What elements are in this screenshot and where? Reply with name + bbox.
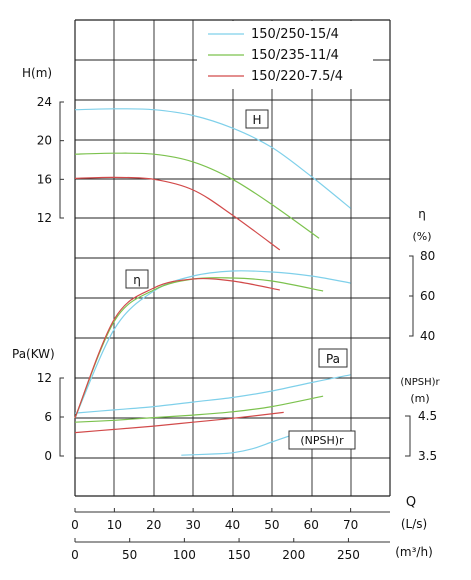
npsh-axis-unit: (m) bbox=[410, 392, 429, 405]
head-axis-bracket bbox=[59, 101, 64, 219]
grid-lines bbox=[74, 19, 391, 497]
power-tick-label: 6 bbox=[44, 410, 52, 424]
tag-efficiency-text: η bbox=[133, 273, 141, 287]
series-1-efficiency-curve bbox=[74, 270, 351, 419]
series-2-head-curve bbox=[74, 152, 320, 239]
flow-tick-label: 20 bbox=[146, 518, 161, 532]
flow-tick-label: 0 bbox=[71, 518, 79, 532]
power-tick-label: 0 bbox=[44, 449, 52, 463]
tag-efficiency: η bbox=[125, 269, 149, 289]
flow-m3h-tick-label: 50 bbox=[122, 548, 137, 562]
flow-m3h-axis-unit: (m³/h) bbox=[395, 545, 433, 559]
flow-tick-label: 10 bbox=[107, 518, 122, 532]
flow-axis-unit: (L/s) bbox=[401, 517, 427, 531]
series-2-power-curve bbox=[74, 395, 324, 423]
bottom-axes: Q (L/s) (m³/h) bbox=[75, 495, 433, 559]
flow-tick-label: 50 bbox=[264, 518, 279, 532]
series-3-head-curve bbox=[74, 176, 281, 251]
efficiency-tick-label: 80 bbox=[420, 249, 435, 263]
tag-npsh: (NPSH)r bbox=[288, 430, 356, 450]
legend: 150/250-15/4 150/235-11/4 150/220-7.5/4 bbox=[197, 21, 373, 89]
series-2-efficiency-curve bbox=[74, 277, 324, 419]
series-1-power-curve bbox=[74, 374, 351, 414]
tag-power-text: Pa bbox=[326, 352, 340, 366]
efficiency-tick-label: 60 bbox=[420, 289, 435, 303]
flow-m3h-tick-label: 100 bbox=[173, 548, 196, 562]
efficiency-axis-label: η bbox=[418, 207, 426, 221]
flow-axis-label: Q bbox=[406, 495, 416, 510]
power-tick-label: 12 bbox=[37, 371, 52, 385]
head-tick-label: 24 bbox=[37, 95, 52, 109]
flow-m3h-tick-label: 200 bbox=[282, 548, 305, 562]
flow-tick-label: 70 bbox=[343, 518, 358, 532]
npsh-axis-label: (NPSH)r bbox=[400, 377, 440, 388]
flow-tick-label: 30 bbox=[185, 518, 200, 532]
tag-power: Pa bbox=[318, 348, 348, 368]
head-tick-label: 16 bbox=[37, 172, 52, 186]
legend-label-1: 150/250-15/4 bbox=[251, 27, 339, 42]
efficiency-axis-unit: (%) bbox=[412, 230, 431, 243]
flow-tick-label: 60 bbox=[304, 518, 319, 532]
tag-head: H bbox=[245, 109, 269, 129]
npsh-tick-label: 3.5 bbox=[418, 449, 437, 463]
left-axes: H(m) Pa(KW) bbox=[12, 66, 64, 457]
series-1-npsh-curve bbox=[181, 434, 292, 456]
flow-tick-label: 40 bbox=[225, 518, 240, 532]
series-1-head-curve bbox=[74, 108, 351, 209]
head-axis-label: H(m) bbox=[22, 66, 52, 80]
legend-label-3: 150/220-7.5/4 bbox=[251, 69, 343, 84]
series-3-power-curve bbox=[74, 411, 284, 434]
npsh-axis-bracket bbox=[405, 415, 411, 457]
flow-m3h-tick-label: 150 bbox=[228, 548, 251, 562]
flow-m3h-tick-label: 0 bbox=[71, 548, 79, 562]
efficiency-tick-label: 40 bbox=[420, 329, 435, 343]
npsh-tick-label: 4.5 bbox=[418, 409, 437, 423]
power-axis-label: Pa(KW) bbox=[12, 347, 55, 361]
legend-label-2: 150/235-11/4 bbox=[251, 48, 339, 63]
curves bbox=[74, 108, 351, 456]
series-3-efficiency-curve bbox=[74, 277, 280, 419]
head-tick-label: 20 bbox=[37, 134, 52, 148]
head-tick-label: 12 bbox=[37, 211, 52, 225]
flow-m3h-tick-label: 250 bbox=[337, 548, 360, 562]
tag-npsh-text: (NPSH)r bbox=[300, 434, 344, 447]
tag-head-text: H bbox=[252, 113, 261, 127]
